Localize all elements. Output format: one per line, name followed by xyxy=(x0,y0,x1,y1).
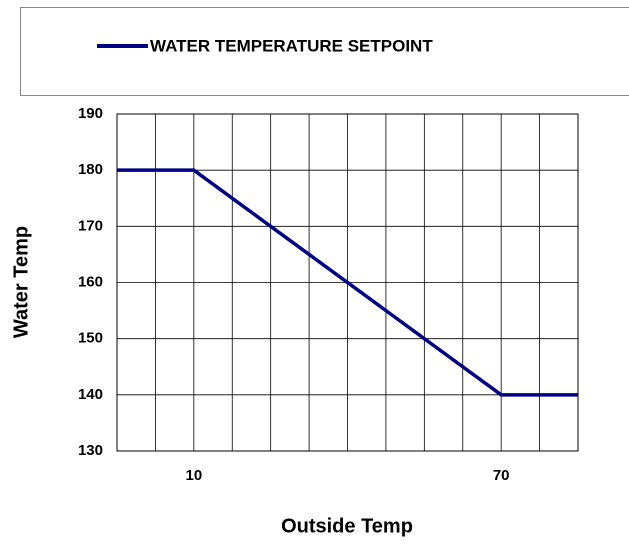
x-tick-label: 70 xyxy=(493,467,510,484)
series-line xyxy=(117,168,578,397)
y-tick-label: 140 xyxy=(78,386,103,403)
y-tick-label: 150 xyxy=(78,330,103,347)
legend-label: WATER TEMPERATURE SETPOINT xyxy=(150,36,433,55)
y-tick-label: 190 xyxy=(78,105,103,122)
y-tick-label: 160 xyxy=(78,273,103,290)
legend-box xyxy=(20,7,629,96)
y-tick-label: 170 xyxy=(78,217,103,234)
y-tick-label: 180 xyxy=(78,161,103,178)
x-axis-label: Outside Temp xyxy=(281,515,413,537)
x-tick-label: 10 xyxy=(185,467,202,484)
y-tick-label: 130 xyxy=(78,442,103,459)
y-axis-label: Water Temp xyxy=(10,226,32,338)
